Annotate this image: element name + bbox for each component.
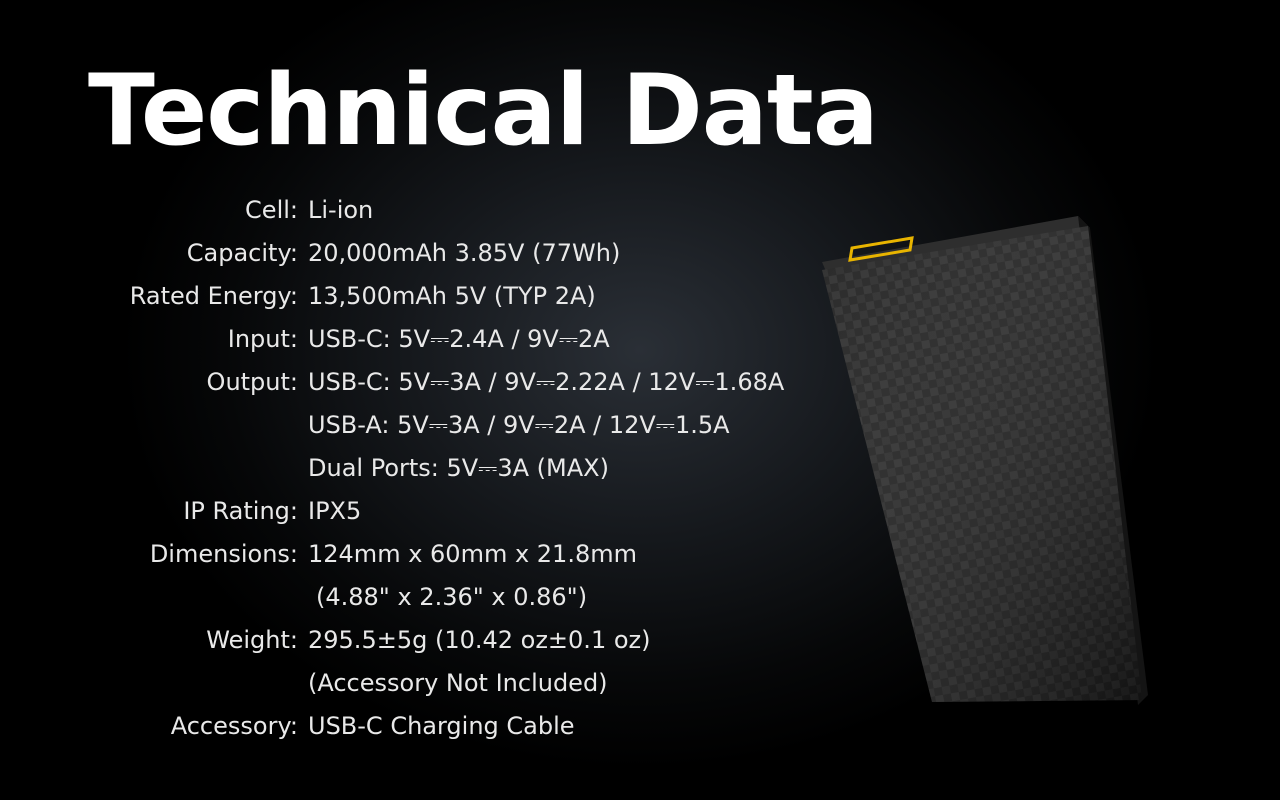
page-title: Technical Data [88, 54, 879, 168]
spec-label: Capacity: [186, 239, 298, 267]
spec-label: Rated Energy: [129, 282, 298, 310]
spec-value: IPX5 [308, 497, 362, 525]
spec-value: USB-A: 5V⎓3A / 9V⎓2A / 12V⎓1.5A [308, 411, 730, 439]
spec-value: (4.88" x 2.36" x 0.86") [316, 583, 588, 611]
spec-value: 13,500mAh 5V (TYP 2A) [308, 282, 596, 310]
spec-value: USB-C: 5V⎓2.4A / 9V⎓2A [308, 325, 610, 353]
spec-label: Weight: [206, 626, 298, 654]
spec-label: Input: [227, 325, 298, 353]
spec-label: Output: [206, 368, 298, 396]
spec-value: 295.5±5g (10.42 oz±0.1 oz) [308, 626, 651, 654]
spec-value: 20,000mAh 3.85V (77Wh) [308, 239, 621, 267]
spec-label: Dimensions: [149, 540, 298, 568]
usb-port-accent [848, 236, 914, 262]
spec-value: 124mm x 60mm x 21.8mm [308, 540, 637, 568]
spec-value: Dual Ports: 5V⎓3A (MAX) [308, 454, 609, 482]
spec-label: Accessory: [170, 712, 298, 740]
spec-value: USB-C Charging Cable [308, 712, 575, 740]
spec-value: (Accessory Not Included) [308, 669, 608, 697]
spec-label: Cell: [245, 196, 298, 224]
spec-value: Li-ion [308, 196, 374, 224]
spec-label: IP Rating: [183, 497, 298, 525]
spec-value: USB-C: 5V⎓3A / 9V⎓2.22A / 12V⎓1.68A [308, 368, 785, 396]
